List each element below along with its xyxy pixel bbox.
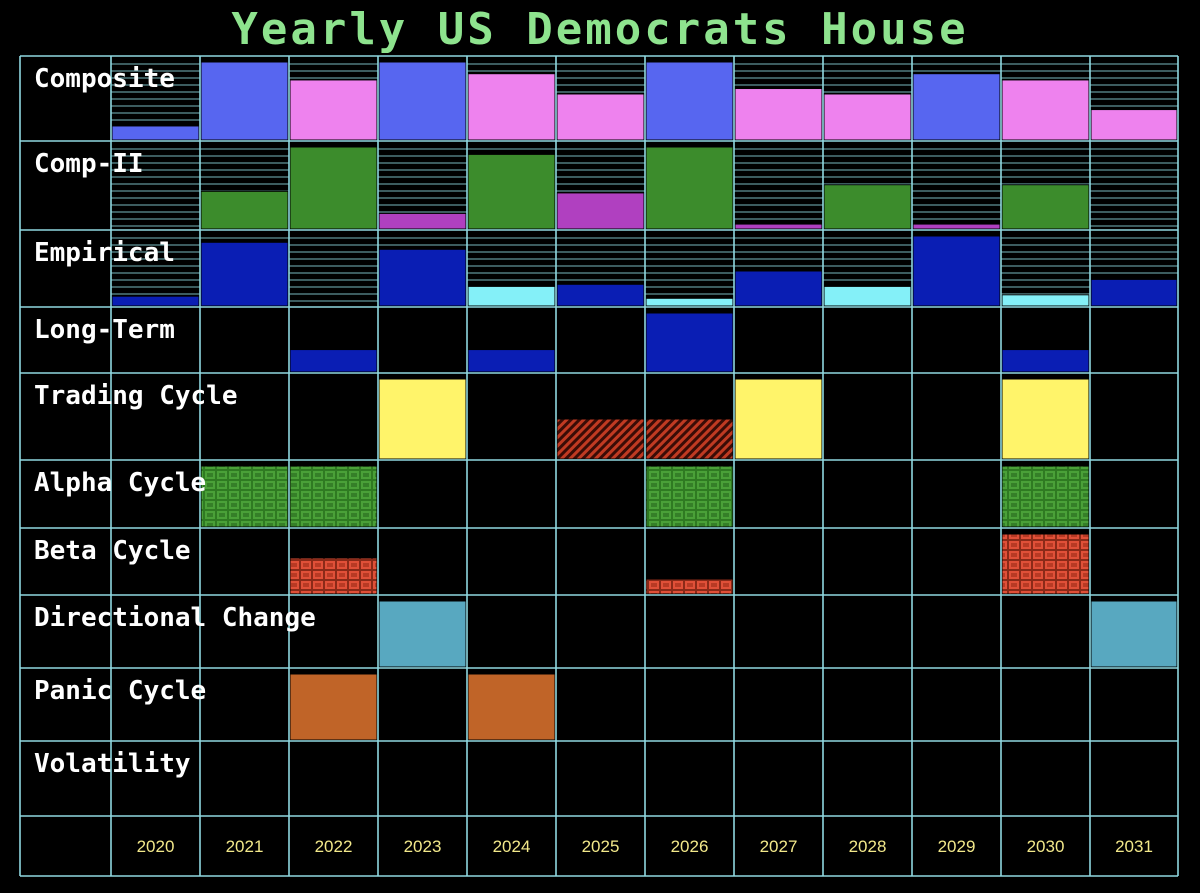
- bar-empirical-2023: [378, 248, 467, 307]
- year-label-2025: 2025: [582, 837, 620, 856]
- bar-beta-cycle-2022: [289, 557, 378, 595]
- bar-composite-2026: [645, 61, 734, 141]
- year-label-2023: 2023: [404, 837, 442, 856]
- bar-comp-ii-2026: [645, 146, 734, 230]
- bar-empirical-2028: [823, 285, 912, 307]
- bar-alpha-cycle-2026: [645, 465, 734, 528]
- bar-empirical-2031: [1090, 278, 1178, 307]
- bar-beta-cycle-2026: [645, 578, 734, 595]
- row-label-beta-cycle: Beta Cycle: [34, 536, 191, 566]
- bar-comp-ii-2028: [823, 184, 912, 230]
- bar-long-term-2026: [645, 312, 734, 373]
- bar-composite-2030: [1001, 79, 1090, 141]
- bar-composite-2029: [912, 73, 1001, 141]
- bar-composite-2028: [823, 93, 912, 141]
- row-label-alpha-cycle: Alpha Cycle: [34, 468, 206, 498]
- bar-long-term-2022: [289, 349, 378, 373]
- year-label-2026: 2026: [671, 837, 709, 856]
- row-label-volatility: Volatility: [34, 749, 191, 779]
- bar-directional-change-2031: [1090, 600, 1178, 668]
- bar-comp-ii-2022: [289, 146, 378, 230]
- bar-comp-ii-2021: [200, 190, 289, 230]
- bar-empirical-2021: [200, 241, 289, 307]
- bar-comp-ii-2023: [378, 212, 467, 230]
- row-label-comp-ii: Comp-II: [34, 149, 144, 179]
- labels-layer: Composite Comp-II Empirical Long-Term Tradin…: [34, 64, 1153, 856]
- bar-empirical-2025: [556, 283, 645, 307]
- row-label-long-term: Long-Term: [34, 315, 175, 345]
- bar-trading-cycle-2027: [734, 378, 823, 460]
- year-label-2028: 2028: [849, 837, 887, 856]
- bar-comp-ii-2025: [556, 192, 645, 230]
- bar-empirical-2030: [1001, 294, 1090, 307]
- bar-long-term-2030: [1001, 349, 1090, 373]
- bars-layer: [111, 61, 1178, 741]
- bar-comp-ii-2027: [734, 223, 823, 230]
- bar-empirical-2027: [734, 270, 823, 307]
- row-label-panic-cycle: Panic Cycle: [34, 676, 206, 706]
- bar-composite-2022: [289, 79, 378, 141]
- bar-trading-cycle-2025: [556, 418, 645, 460]
- row-label-composite: Composite: [34, 64, 175, 94]
- bar-composite-2021: [200, 61, 289, 141]
- row-label-directional-change: Directional Change: [34, 603, 316, 633]
- bar-empirical-2024: [467, 285, 556, 307]
- bar-empirical-2029: [912, 235, 1001, 307]
- bar-composite-2023: [378, 61, 467, 141]
- bar-long-term-2024: [467, 349, 556, 373]
- bar-comp-ii-2029: [912, 223, 1001, 230]
- year-label-2020: 2020: [137, 837, 175, 856]
- grid-layer: [19, 55, 1179, 877]
- bar-beta-cycle-2030: [1001, 533, 1090, 595]
- chart-title: Yearly US Democrats House: [231, 4, 969, 55]
- bar-trading-cycle-2023: [378, 378, 467, 460]
- row-label-trading-cycle: Trading Cycle: [34, 381, 238, 411]
- bar-composite-2027: [734, 88, 823, 141]
- bar-directional-change-2023: [378, 600, 467, 668]
- bar-alpha-cycle-2021: [200, 465, 289, 528]
- bar-composite-2031: [1090, 109, 1178, 141]
- year-label-2027: 2027: [760, 837, 798, 856]
- year-label-2030: 2030: [1027, 837, 1065, 856]
- bar-panic-cycle-2022: [289, 673, 378, 741]
- year-label-2024: 2024: [493, 837, 531, 856]
- bar-comp-ii-2024: [467, 153, 556, 230]
- bar-composite-2025: [556, 93, 645, 141]
- bar-alpha-cycle-2022: [289, 465, 378, 528]
- bar-composite-2020: [111, 125, 200, 141]
- bar-trading-cycle-2030: [1001, 378, 1090, 460]
- bar-panic-cycle-2024: [467, 673, 556, 741]
- bar-comp-ii-2030: [1001, 184, 1090, 230]
- year-label-2021: 2021: [226, 837, 264, 856]
- year-label-2031: 2031: [1115, 837, 1153, 856]
- bar-alpha-cycle-2030: [1001, 465, 1090, 528]
- year-label-2022: 2022: [315, 837, 353, 856]
- bar-empirical-2026: [645, 297, 734, 307]
- year-label-2029: 2029: [938, 837, 976, 856]
- row-label-empirical: Empirical: [34, 238, 175, 268]
- bar-composite-2024: [467, 73, 556, 141]
- bar-empirical-2020: [111, 295, 200, 307]
- bar-trading-cycle-2026: [645, 418, 734, 460]
